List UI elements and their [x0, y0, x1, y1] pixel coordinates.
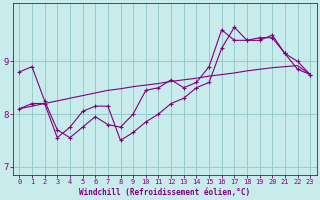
X-axis label: Windchill (Refroidissement éolien,°C): Windchill (Refroidissement éolien,°C): [79, 188, 250, 197]
